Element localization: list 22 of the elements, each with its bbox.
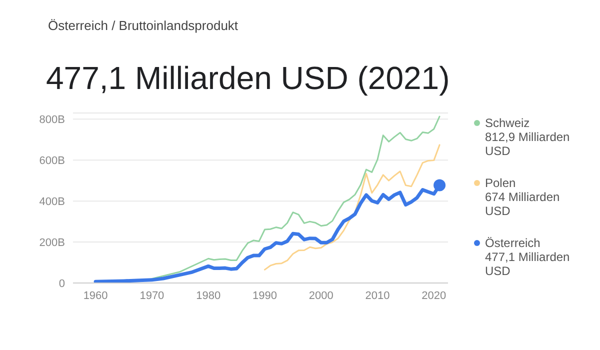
legend-label: Polen xyxy=(485,176,517,190)
legend-label: Österreich xyxy=(485,236,542,250)
y-tick-label: 400B xyxy=(39,196,65,208)
legend-label: Schweiz xyxy=(485,116,531,130)
y-tick-label: 200B xyxy=(39,236,65,249)
y-tick-label: 0 xyxy=(58,278,65,290)
x-tick-label: 2010 xyxy=(365,290,390,302)
line-series xyxy=(264,144,440,270)
x-tick-label: 2020 xyxy=(422,290,446,302)
line-series xyxy=(151,116,440,280)
x-tick-label: 2000 xyxy=(308,290,334,302)
text: 477,1 Milliarden USD xyxy=(485,250,571,278)
chart-subtitle: Österreich / Bruttoinlandsprodukt xyxy=(48,18,238,33)
y-tick-label: 800B xyxy=(39,114,65,126)
x-tick-label: 1970 xyxy=(140,290,164,302)
chart-title: 477,1 Milliarden USD (2021) xyxy=(46,60,450,97)
text: 812,9 Milliarden USD xyxy=(485,130,571,158)
text: 674 Milliarden USD xyxy=(485,190,561,218)
x-tick-label: 1980 xyxy=(196,290,221,302)
x-tick-label: 1960 xyxy=(83,290,108,302)
x-tick-label: 1990 xyxy=(252,290,277,302)
y-tick-label: 600B xyxy=(39,155,65,168)
